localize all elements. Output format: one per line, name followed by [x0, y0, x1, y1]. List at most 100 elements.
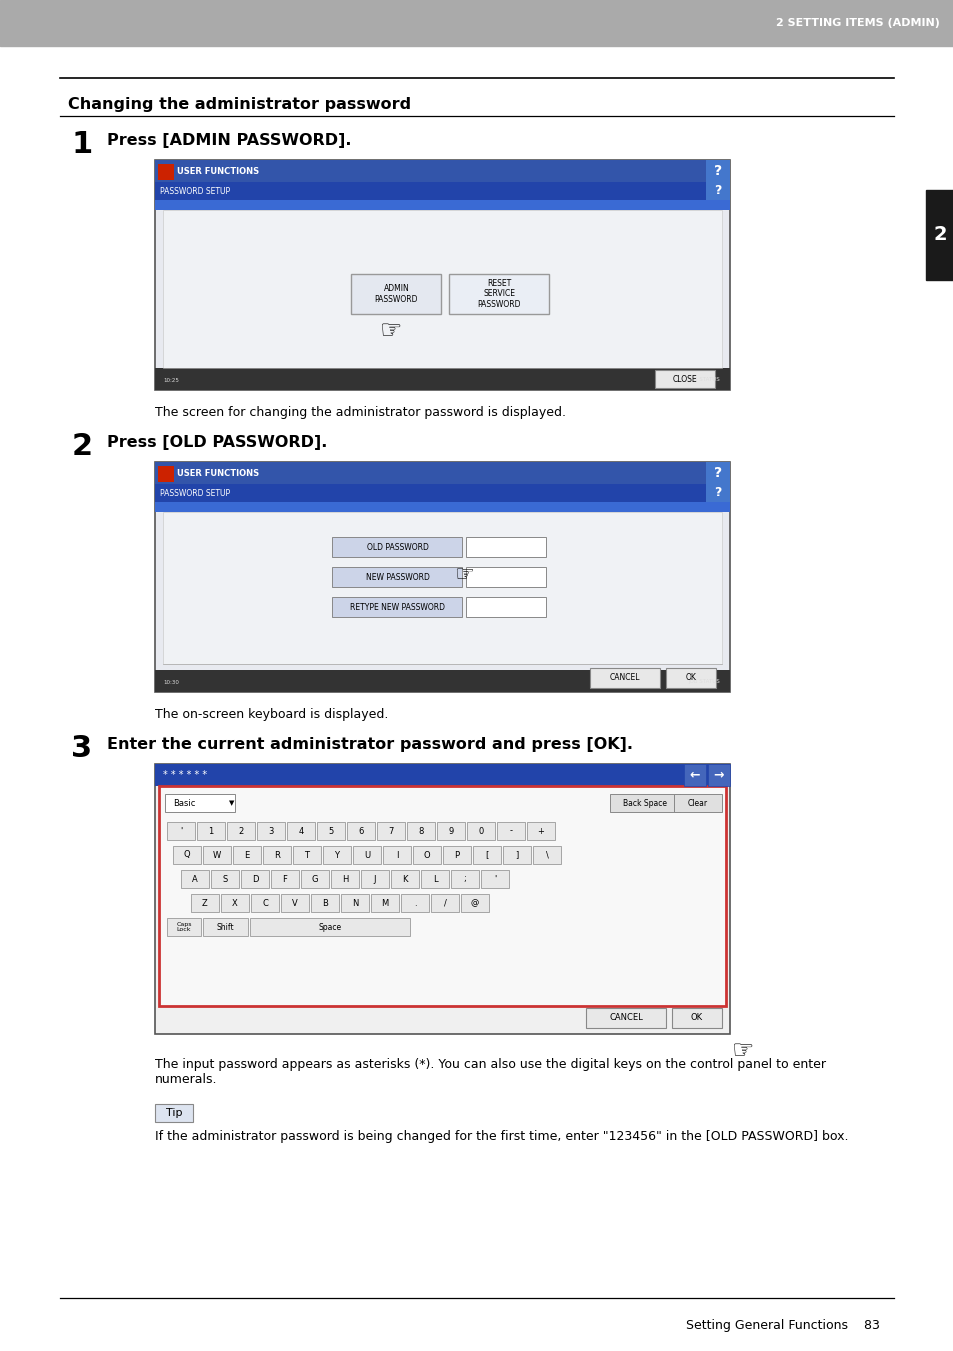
Text: OLD PASSWORD: OLD PASSWORD [366, 543, 428, 551]
Bar [347, 821, 375, 840]
Text: Q: Q [184, 851, 190, 859]
Bar [154, 200, 729, 209]
Bar [271, 870, 298, 888]
Text: →: → [713, 769, 723, 781]
Text: RETYPE NEW PASSWORD: RETYPE NEW PASSWORD [350, 603, 444, 612]
Text: ADMIN
PASSWORD: ADMIN PASSWORD [375, 284, 417, 304]
Text: Caps
Lock: Caps Lock [176, 921, 192, 932]
Bar [154, 484, 729, 503]
Bar [533, 846, 560, 865]
Bar [360, 870, 389, 888]
Bar [502, 846, 531, 865]
Bar [585, 1008, 665, 1028]
Bar [420, 870, 449, 888]
Text: ': ' [494, 874, 496, 884]
Bar [211, 870, 239, 888]
Bar [466, 597, 546, 617]
Text: H: H [341, 874, 348, 884]
Bar [413, 846, 440, 865]
Text: J: J [374, 874, 375, 884]
Bar [154, 462, 729, 692]
Text: N: N [352, 898, 357, 908]
Text: A: A [192, 874, 197, 884]
Bar [340, 894, 369, 912]
Text: OK: OK [685, 674, 696, 682]
Bar [316, 821, 345, 840]
Bar [196, 821, 225, 840]
Bar [250, 917, 410, 936]
Bar [466, 567, 546, 586]
Bar [436, 821, 464, 840]
Text: JOB STATUS: JOB STATUS [687, 680, 720, 685]
Text: Y: Y [335, 851, 339, 859]
Text: ☞: ☞ [454, 565, 474, 585]
Bar [154, 182, 729, 200]
Text: Z: Z [202, 898, 208, 908]
Text: +: + [537, 827, 544, 835]
Bar [351, 274, 441, 313]
Bar [158, 466, 173, 482]
Bar [353, 846, 380, 865]
Text: 1: 1 [208, 827, 213, 835]
Bar [609, 794, 679, 812]
Text: NEW PASSWORD: NEW PASSWORD [365, 573, 429, 581]
Bar [665, 667, 716, 688]
Text: 7: 7 [388, 827, 394, 835]
Bar [473, 846, 500, 865]
Bar [263, 846, 291, 865]
Text: Shift: Shift [216, 923, 234, 931]
Bar [154, 503, 729, 512]
Bar [705, 462, 729, 484]
Text: 4: 4 [298, 827, 303, 835]
Bar [382, 846, 411, 865]
Text: ▼: ▼ [229, 800, 234, 807]
Bar [442, 846, 471, 865]
Bar [281, 894, 309, 912]
Bar [376, 821, 405, 840]
Text: /: / [443, 898, 446, 908]
Text: 5: 5 [328, 827, 334, 835]
Bar [287, 821, 314, 840]
Text: Enter the current administrator password and press [OK].: Enter the current administrator password… [107, 738, 633, 753]
Bar [451, 870, 478, 888]
Bar [154, 159, 729, 390]
Bar [449, 274, 549, 313]
Text: ?: ? [713, 163, 721, 178]
Text: 6: 6 [358, 827, 363, 835]
Bar [301, 870, 329, 888]
Bar [165, 794, 234, 812]
Text: 10:30: 10:30 [163, 680, 178, 685]
Text: 3: 3 [71, 734, 92, 763]
Text: USER FUNCTIONS: USER FUNCTIONS [177, 166, 259, 176]
Text: @: @ [471, 898, 478, 908]
Bar [256, 821, 285, 840]
Text: [: [ [485, 851, 488, 859]
Bar [167, 917, 201, 936]
Text: USER FUNCTIONS: USER FUNCTIONS [177, 469, 259, 477]
Text: RESET
SERVICE
PASSWORD: RESET SERVICE PASSWORD [477, 280, 520, 309]
Bar [163, 209, 721, 367]
Text: E: E [244, 851, 250, 859]
Text: CANCEL: CANCEL [609, 674, 639, 682]
Bar [331, 870, 358, 888]
Text: 0: 0 [477, 827, 483, 835]
Text: P: P [454, 851, 459, 859]
Text: R: R [274, 851, 279, 859]
Bar [705, 182, 729, 200]
Text: Setting General Functions    83: Setting General Functions 83 [685, 1319, 879, 1332]
Bar [407, 821, 435, 840]
Text: JOB STATUS: JOB STATUS [687, 377, 720, 382]
Text: ': ' [180, 827, 182, 835]
Bar [154, 765, 729, 786]
Text: V: V [292, 898, 297, 908]
Text: Tip: Tip [166, 1108, 182, 1119]
Text: T: T [304, 851, 309, 859]
Text: The input password appears as asterisks (*). You can also use the digital keys o: The input password appears as asterisks … [154, 1058, 825, 1086]
Bar [333, 597, 462, 617]
Text: 10:25: 10:25 [163, 377, 178, 382]
Bar [154, 462, 729, 484]
Text: K: K [402, 874, 407, 884]
Bar [167, 821, 194, 840]
Bar [154, 670, 729, 692]
Bar [181, 870, 209, 888]
